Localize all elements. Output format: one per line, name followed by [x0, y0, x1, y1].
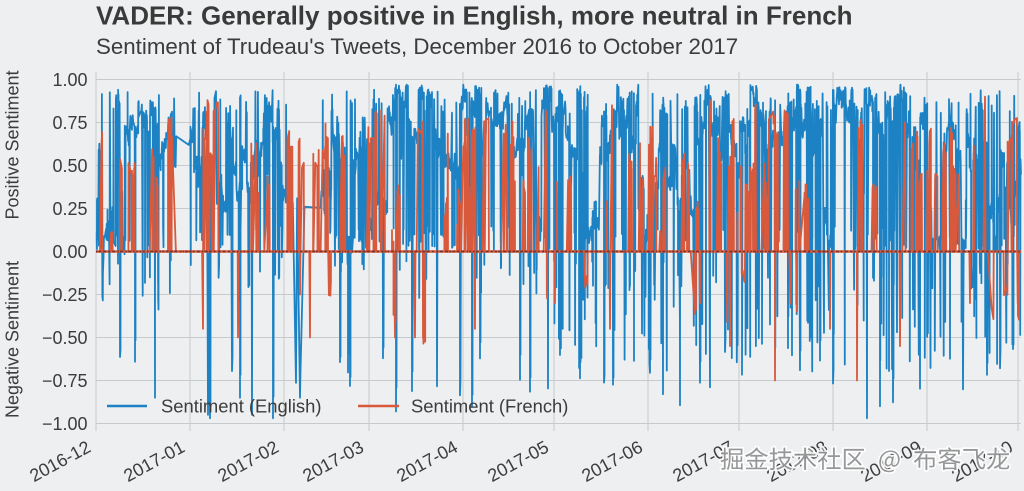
svg-text:−0.75: −0.75 [42, 371, 88, 391]
svg-text:Positive Sentiment: Positive Sentiment [3, 70, 23, 219]
svg-text:−0.50: −0.50 [42, 328, 88, 348]
svg-text:Sentiment (French): Sentiment (French) [411, 395, 568, 416]
svg-text:0.25: 0.25 [52, 199, 87, 219]
svg-text:−1.00: −1.00 [42, 414, 88, 434]
svg-text:−0.25: −0.25 [42, 285, 88, 305]
svg-text:VADER: Generally positive in E: VADER: Generally positive in English, mo… [96, 0, 853, 30]
svg-text:Sentiment of Trudeau's Tweets,: Sentiment of Trudeau's Tweets, December … [96, 34, 738, 59]
svg-text:0.75: 0.75 [52, 113, 87, 133]
svg-text:Negative Sentiment: Negative Sentiment [3, 261, 23, 418]
svg-text:Sentiment (English): Sentiment (English) [161, 395, 321, 416]
svg-text:0.00: 0.00 [52, 242, 87, 262]
svg-text:0.50: 0.50 [52, 156, 87, 176]
svg-text:1.00: 1.00 [52, 70, 87, 90]
